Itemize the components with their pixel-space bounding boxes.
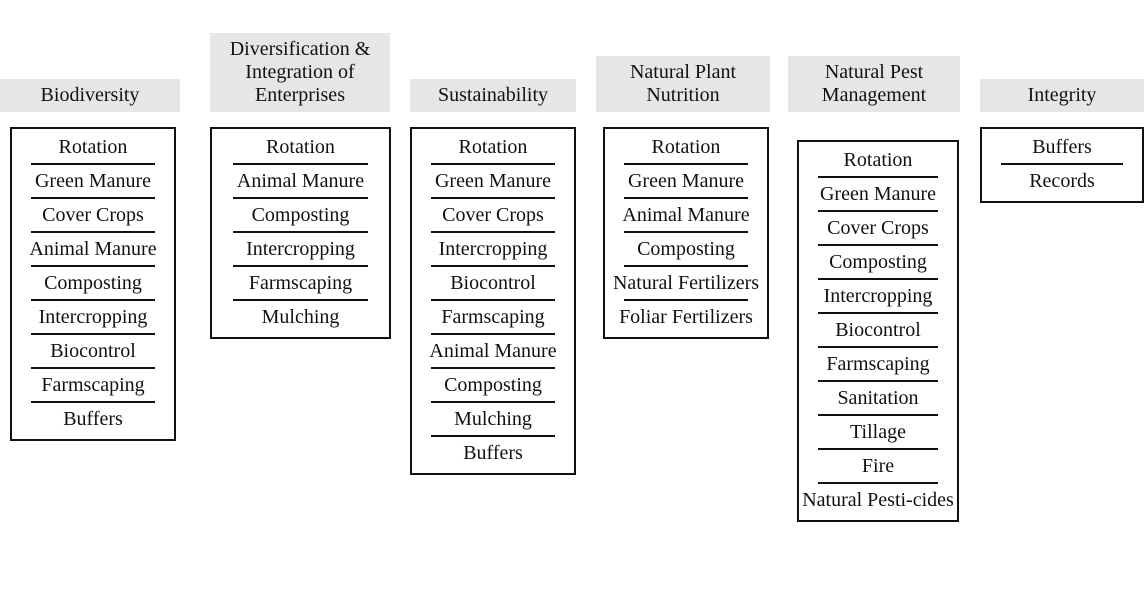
separator: [31, 299, 155, 301]
practice-item: Composting: [829, 251, 927, 273]
separator: [31, 231, 155, 233]
practice-item: Buffers: [63, 408, 123, 430]
practice-item: Buffers: [1032, 136, 1092, 158]
practice-item: Rotation: [843, 149, 913, 171]
practice-item: Tillage: [850, 421, 906, 443]
separator: [431, 197, 555, 199]
practice-item: Mulching: [454, 408, 532, 430]
practice-item: Farmscaping: [826, 353, 930, 375]
practice-item: Cover Crops: [42, 204, 144, 226]
practice-item: Mulching: [261, 306, 340, 328]
practice-item: Intercropping: [38, 306, 148, 328]
practice-list: Buffers Records: [980, 127, 1144, 203]
separator: [233, 163, 368, 165]
practice-item: Rotation: [651, 136, 721, 158]
separator: [431, 435, 555, 437]
column-header: Integrity: [980, 79, 1144, 112]
separator: [31, 401, 155, 403]
practice-item: Intercropping: [438, 238, 548, 260]
separator: [31, 163, 155, 165]
separator: [31, 265, 155, 267]
practice-item: Composting: [637, 238, 735, 260]
separator: [431, 299, 555, 301]
separator: [817, 482, 939, 484]
separator: [233, 265, 368, 267]
practice-item: Composting: [44, 272, 142, 294]
practice-item: Rotation: [458, 136, 528, 158]
practice-item: Biocontrol: [50, 340, 136, 362]
practice-item: Rotation: [58, 136, 128, 158]
practice-item: Fire: [861, 455, 895, 477]
separator: [31, 333, 155, 335]
practice-item: Rotation: [266, 136, 335, 158]
practice-item: Biocontrol: [835, 319, 921, 341]
practice-item: Natural Fertilizers: [612, 272, 760, 294]
practice-list: Rotation Animal Manure Composting Intercrop…: [210, 127, 391, 339]
practice-item: Records: [1029, 170, 1095, 192]
separator: [624, 163, 748, 165]
separator: [31, 197, 155, 199]
practice-item: Farmscaping: [41, 374, 145, 396]
separator: [431, 333, 555, 335]
practice-item: Farmscaping: [248, 272, 353, 294]
separator: [817, 278, 939, 280]
practice-item: Intercropping: [246, 238, 355, 260]
separator: [233, 231, 368, 233]
separator: [233, 299, 368, 301]
practice-item: Animal Manure: [429, 340, 557, 362]
column-header: Diversification & Integration of Enterpr…: [210, 33, 390, 112]
separator: [817, 210, 939, 212]
separator: [817, 176, 939, 178]
separator: [31, 367, 155, 369]
column-header: Biodiversity: [0, 79, 180, 112]
separator: [817, 380, 939, 382]
practice-item: Intercropping: [823, 285, 933, 307]
practice-item: Sanitation: [837, 387, 919, 409]
practice-item: Buffers: [463, 442, 523, 464]
separator: [817, 244, 939, 246]
practice-item: Composting: [251, 204, 350, 226]
separator: [1001, 163, 1123, 165]
separator: [817, 312, 939, 314]
separator: [431, 265, 555, 267]
separator: [431, 367, 555, 369]
separator: [624, 231, 748, 233]
practice-list: Rotation Green Manure Cover Crops Compostin…: [797, 140, 959, 522]
practice-item: Biocontrol: [450, 272, 536, 294]
practice-list: Rotation Green Manure Cover Crops Intercrop…: [410, 127, 576, 475]
practice-list: Rotation Green Manure Animal Manure Compost…: [603, 127, 769, 339]
separator: [233, 197, 368, 199]
separator: [624, 197, 748, 199]
column-header: Natural Pest Management: [788, 56, 960, 112]
practice-item: Green Manure: [819, 183, 937, 205]
separator: [624, 299, 748, 301]
practice-item: Cover Crops: [442, 204, 544, 226]
column-header: Sustainability: [410, 79, 576, 112]
separator: [431, 401, 555, 403]
separator: [431, 231, 555, 233]
practice-item: Green Manure: [434, 170, 552, 192]
practice-item: Green Manure: [627, 170, 745, 192]
practice-item: Animal Manure: [622, 204, 750, 226]
practice-item: Cover Crops: [827, 217, 929, 239]
practice-item: Animal Manure: [236, 170, 365, 192]
separator: [431, 163, 555, 165]
separator: [817, 346, 939, 348]
separator: [817, 448, 939, 450]
practice-item: Composting: [444, 374, 542, 396]
column-header: Natural Plant Nutrition: [596, 56, 770, 112]
practice-list: Rotation Green Manure Cover Crops Animal Ma…: [10, 127, 176, 441]
separator: [624, 265, 748, 267]
practice-item: Foliar Fertilizers: [619, 306, 753, 328]
practice-item: Animal Manure: [29, 238, 157, 260]
practice-item: Natural Pesti-cides: [802, 489, 954, 511]
separator: [817, 414, 939, 416]
practice-item: Green Manure: [34, 170, 152, 192]
practice-item: Farmscaping: [441, 306, 545, 328]
